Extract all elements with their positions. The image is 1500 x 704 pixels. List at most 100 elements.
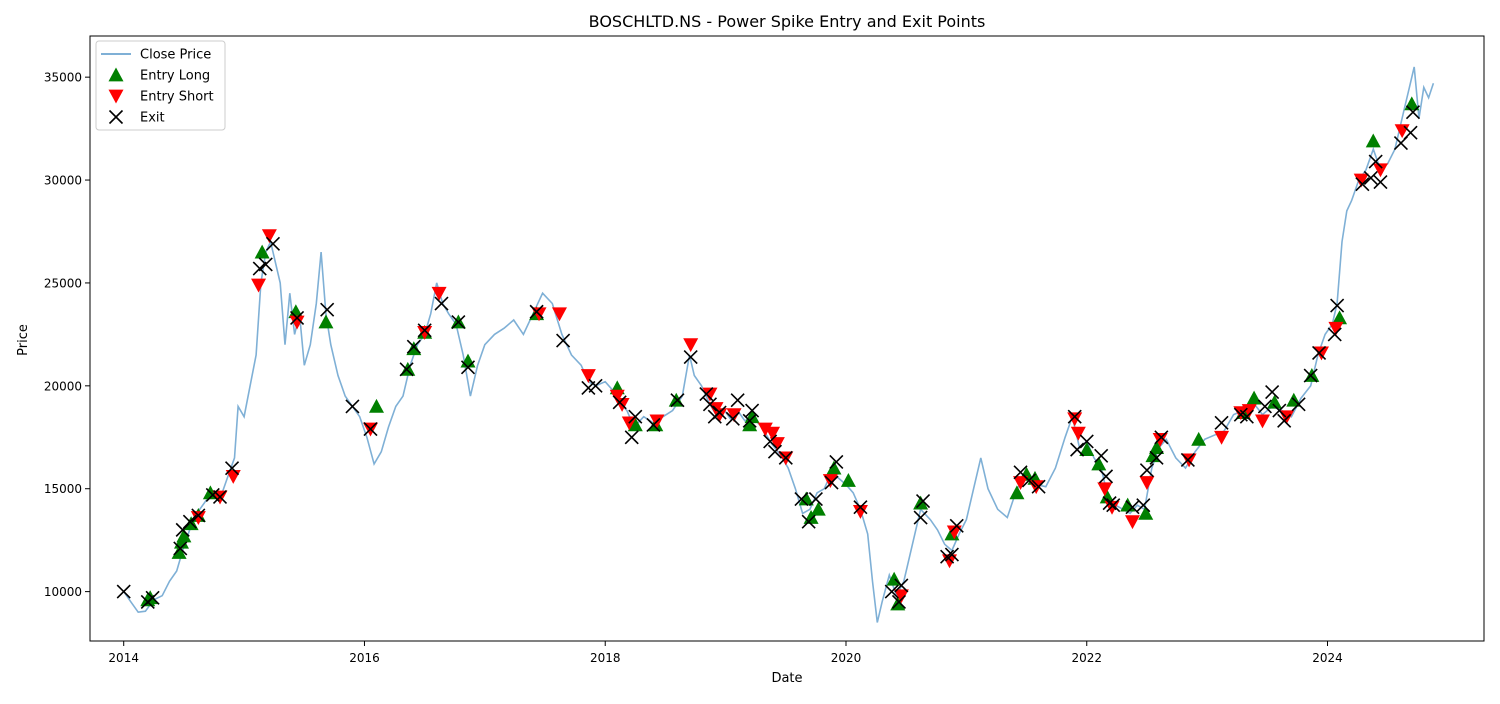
exit-marker-stroke — [205, 487, 220, 502]
exit-marker — [1094, 448, 1109, 463]
legend: Close Price Entry Long Entry Short Exit — [95, 40, 226, 131]
exit-marker-stroke — [1327, 327, 1342, 342]
exit-marker — [556, 333, 571, 348]
exit-marker — [434, 296, 449, 311]
exit-marker-stroke — [646, 417, 661, 432]
exit-marker-stroke — [894, 578, 909, 593]
exit-marker-stroke — [417, 323, 432, 338]
exit-marker-stroke — [612, 395, 627, 410]
marker-layer — [116, 96, 1421, 611]
exit-marker — [940, 549, 955, 564]
exit-marker — [1067, 409, 1082, 424]
exit-marker-stroke — [628, 409, 643, 424]
exit-marker-stroke — [145, 590, 160, 605]
exit-marker-stroke — [556, 333, 571, 348]
exit-marker-stroke — [460, 360, 476, 375]
exit-marker-stroke — [624, 430, 639, 445]
legend-exit-stroke — [108, 109, 124, 125]
exit-marker-stroke — [1214, 415, 1229, 430]
exit-marker — [628, 409, 643, 424]
exit-marker — [801, 514, 816, 529]
entry-long-marker — [840, 472, 856, 487]
exit-marker — [1257, 399, 1272, 414]
entry-long-marker — [254, 244, 270, 259]
y-tick-label: 30000 — [44, 174, 82, 188]
exit-marker — [1291, 397, 1306, 412]
entry-long-marker — [171, 545, 187, 559]
entry-short-marker — [1097, 482, 1113, 497]
x-tick-label: 2024 — [1312, 651, 1343, 665]
exit-marker — [252, 261, 267, 276]
exit-marker-stroke — [853, 500, 868, 515]
exit-marker — [1405, 105, 1421, 120]
exit-marker-stroke — [1330, 298, 1345, 313]
exit-marker — [891, 594, 907, 609]
exit-marker — [915, 494, 931, 509]
exit-marker-stroke — [1373, 175, 1388, 190]
exit-marker — [460, 360, 476, 375]
exit-marker-stroke — [730, 393, 745, 408]
entry-long-marker — [1191, 431, 1207, 446]
exit-marker-stroke — [1125, 500, 1140, 515]
exit-marker — [1139, 463, 1155, 478]
exit-marker — [1330, 298, 1345, 313]
exit-marker — [1180, 452, 1195, 467]
exit-marker — [646, 417, 661, 432]
exit-marker — [612, 395, 627, 410]
exit-marker — [265, 236, 281, 251]
entry-long-marker — [369, 398, 385, 413]
exit-marker — [1368, 154, 1383, 169]
exit-marker-stroke — [808, 491, 823, 507]
entry-long-marker — [798, 491, 814, 506]
exit-marker-stroke — [258, 257, 273, 272]
exit-marker — [320, 302, 335, 317]
exit-marker — [683, 349, 698, 365]
y-tick-label: 10000 — [44, 585, 82, 599]
entry-long-marker — [176, 528, 192, 543]
x-axis-label: Date — [771, 671, 802, 686]
exit-marker-stroke — [1312, 345, 1327, 360]
exit-marker-stroke — [1013, 465, 1028, 480]
plot-frame — [89, 35, 1485, 642]
exit-marker — [1303, 368, 1318, 383]
exit-marker — [1239, 409, 1254, 424]
x-tick-label: 2018 — [590, 651, 621, 665]
entry-long-marker — [1365, 133, 1381, 148]
entry-short-marker — [609, 389, 625, 404]
exit-marker — [670, 393, 685, 408]
legend-label: Entry Long — [140, 69, 210, 84]
exit-marker-stroke — [1067, 409, 1082, 424]
exit-marker — [451, 314, 466, 330]
exit-marker — [1154, 430, 1169, 445]
entry-long-marker — [1138, 505, 1154, 520]
legend-label: Close Price — [140, 48, 211, 63]
entry-short-marker — [893, 589, 909, 604]
exit-marker-stroke — [1239, 409, 1254, 424]
exit-marker-stroke — [742, 413, 757, 428]
y-tick-label: 20000 — [44, 379, 82, 393]
exit-marker — [1098, 469, 1114, 484]
exit-marker — [1079, 434, 1094, 449]
exit-marker-stroke — [1265, 384, 1280, 400]
exit-marker-stroke — [451, 314, 466, 330]
exit-marker-stroke — [1277, 413, 1292, 428]
entry-long-marker — [810, 501, 826, 516]
exit-marker-stroke — [884, 584, 899, 599]
exit-marker-stroke — [891, 594, 907, 609]
x-tick-label: 2014 — [108, 651, 139, 665]
exit-marker — [145, 590, 160, 605]
entry-short-marker — [946, 525, 962, 540]
exit-marker-stroke — [1154, 430, 1169, 445]
exit-marker-stroke — [1106, 498, 1121, 513]
exit-marker-stroke — [683, 349, 698, 365]
exit-marker — [913, 510, 928, 525]
entry-long-marker — [627, 417, 643, 432]
entry-short-marker — [1241, 404, 1257, 419]
exit-marker — [624, 430, 639, 445]
exit-marker — [1214, 415, 1229, 430]
exit-marker-stroke — [801, 514, 816, 529]
exit-marker — [212, 489, 228, 505]
exit-marker — [406, 339, 421, 354]
